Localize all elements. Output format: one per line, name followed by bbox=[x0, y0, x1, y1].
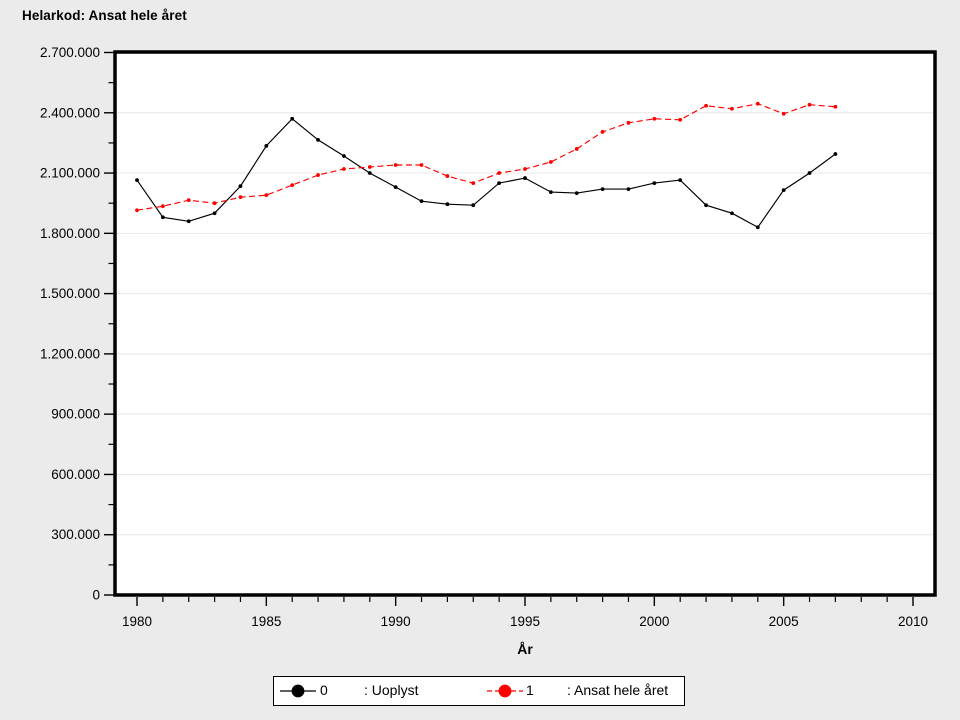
y-axis: 0 300.000 600.000 900.000 1.200.000 1.500.000… bbox=[40, 45, 114, 603]
y-tick-label: 1.500.000 bbox=[40, 286, 100, 301]
y-tick-label: 1.200.000 bbox=[40, 346, 100, 361]
plot-background bbox=[115, 52, 935, 595]
legend-swatch-series0 bbox=[280, 684, 316, 698]
plot-border bbox=[113, 50, 937, 597]
x-axis-title: År bbox=[517, 641, 533, 657]
y-tick-label: 2.400.000 bbox=[40, 105, 100, 120]
x-tick-label: 2005 bbox=[769, 614, 799, 629]
x-tick-label: 1990 bbox=[381, 614, 411, 629]
y-tick-label: 300.000 bbox=[51, 527, 100, 542]
series-0 bbox=[135, 116, 838, 230]
y-tick-label: 1.800.000 bbox=[40, 226, 100, 241]
chart-title: Helarkod: Ansat hele året bbox=[22, 8, 187, 23]
y-tick-label: 600.000 bbox=[51, 467, 100, 482]
legend-label-series0: : Uoplyst bbox=[364, 682, 419, 698]
x-tick-label: 2010 bbox=[898, 614, 928, 629]
y-tick-label: 2.700.000 bbox=[40, 45, 100, 60]
y-tick-label: 2.100.000 bbox=[40, 166, 100, 181]
legend-marker-series0 bbox=[291, 684, 305, 698]
legend-swatch-series1 bbox=[487, 684, 523, 698]
legend-symbol-series0: 0 bbox=[320, 682, 328, 698]
series-1 bbox=[135, 101, 838, 213]
x-tick-label: 1995 bbox=[510, 614, 540, 629]
x-tick-label: 1985 bbox=[251, 614, 281, 629]
legend-marker-series1 bbox=[498, 684, 512, 698]
legend-symbol-series1: 1 bbox=[526, 682, 534, 698]
x-axis: 1980 1985 1990 1995 2000 2005 2010 bbox=[122, 597, 928, 629]
x-tick-label: 1980 bbox=[122, 614, 152, 629]
y-tick-label: 900.000 bbox=[51, 407, 100, 422]
y-tick-label: 0 bbox=[92, 588, 100, 603]
legend: 0 : Uoplyst 1 : Ansat hele året bbox=[273, 676, 685, 706]
gridlines bbox=[117, 112, 933, 536]
x-tick-label: 2000 bbox=[639, 614, 669, 629]
legend-label-series1: : Ansat hele året bbox=[567, 682, 669, 698]
